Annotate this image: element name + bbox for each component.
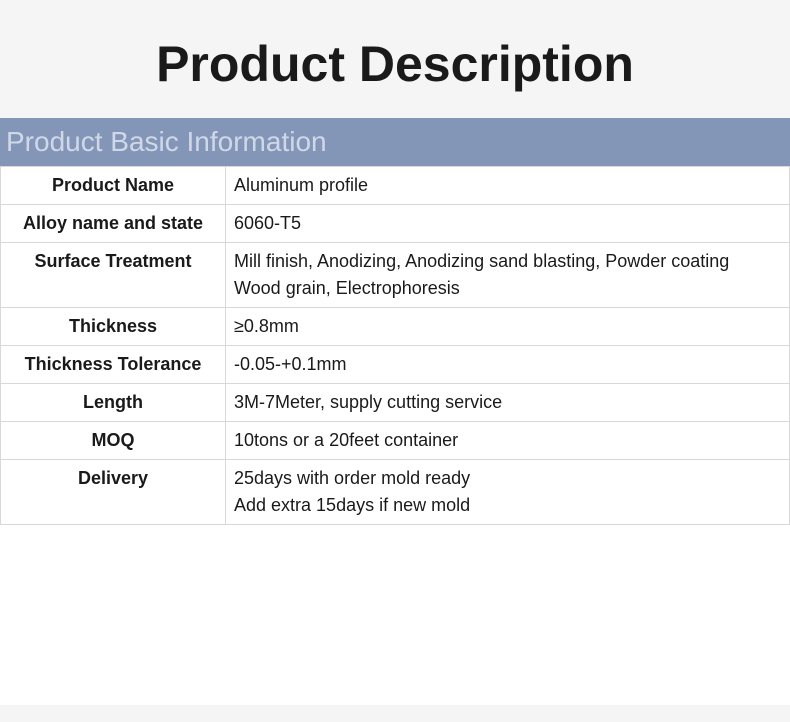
- row-value: Mill finish, Anodizing, Anodizing sand b…: [226, 243, 790, 308]
- row-value: 25days with order mold readyAdd extra 15…: [226, 460, 790, 525]
- table-row: Thickness ≥0.8mm: [1, 308, 790, 346]
- table-row: Product Name Aluminum profile: [1, 167, 790, 205]
- row-value: 6060-T5: [226, 205, 790, 243]
- row-label: Thickness Tolerance: [1, 346, 226, 384]
- row-label: Thickness: [1, 308, 226, 346]
- row-label: Surface Treatment: [1, 243, 226, 308]
- row-value: ≥0.8mm: [226, 308, 790, 346]
- table-row: Alloy name and state 6060-T5: [1, 205, 790, 243]
- section-header: Product Basic Information: [0, 118, 790, 166]
- row-value: 3M-7Meter, supply cutting service: [226, 384, 790, 422]
- row-label: Product Name: [1, 167, 226, 205]
- row-label: Delivery: [1, 460, 226, 525]
- page-title: Product Description: [0, 0, 790, 118]
- row-label: Length: [1, 384, 226, 422]
- row-label: MOQ: [1, 422, 226, 460]
- product-info-table: Product Name Aluminum profile Alloy name…: [0, 166, 790, 525]
- row-value: Aluminum profile: [226, 167, 790, 205]
- row-label: Alloy name and state: [1, 205, 226, 243]
- table-row: Thickness Tolerance -0.05-+0.1mm: [1, 346, 790, 384]
- table-body: Product Name Aluminum profile Alloy name…: [1, 167, 790, 525]
- row-value: 10tons or a 20feet container: [226, 422, 790, 460]
- table-row: Surface Treatment Mill finish, Anodizing…: [1, 243, 790, 308]
- table-row: Delivery 25days with order mold readyAdd…: [1, 460, 790, 525]
- row-value: -0.05-+0.1mm: [226, 346, 790, 384]
- empty-content-area: [0, 525, 790, 705]
- table-row: Length 3M-7Meter, supply cutting service: [1, 384, 790, 422]
- table-row: MOQ 10tons or a 20feet container: [1, 422, 790, 460]
